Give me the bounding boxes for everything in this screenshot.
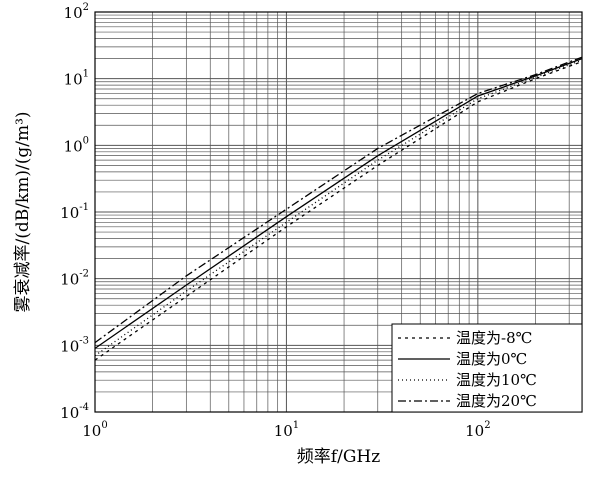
series-line <box>94 59 583 357</box>
legend-label: 温度为-8℃ <box>456 329 532 347</box>
legend: 温度为-8℃ 温度为0℃ 温度为10℃ 温度为20℃ <box>391 323 583 413</box>
x-axis-label: 频率f/GHz <box>297 447 380 467</box>
tick-labels: 100 101 102 102 101 100 10-1 10-2 10-3 10-4 <box>60 2 490 440</box>
legend-label: 温度为10℃ <box>456 371 537 389</box>
series-line <box>94 57 583 349</box>
series-group <box>94 56 583 361</box>
series-line <box>94 56 583 344</box>
plot-frame <box>94 11 583 413</box>
y-tick-label: 10-2 <box>60 269 89 289</box>
y-tick-label: 10-4 <box>60 402 89 422</box>
legend-label: 温度为20℃ <box>456 392 537 410</box>
y-tick-label: 102 <box>64 2 89 22</box>
x-tick-label: 101 <box>274 420 299 440</box>
legend-label: 温度为0℃ <box>456 350 527 368</box>
x-tick-label: 102 <box>465 420 490 440</box>
y-tick-label: 10-1 <box>60 202 89 222</box>
y-tick-label: 101 <box>64 69 89 89</box>
legend-box <box>391 323 583 413</box>
series-line <box>94 60 583 361</box>
y-tick-label: 10-3 <box>60 335 89 355</box>
x-tick-label: 100 <box>82 420 107 440</box>
y-axis-label: 雾衰减率/(dB/km)/(g/m³) <box>13 111 33 312</box>
y-tick-label: 100 <box>64 135 89 155</box>
